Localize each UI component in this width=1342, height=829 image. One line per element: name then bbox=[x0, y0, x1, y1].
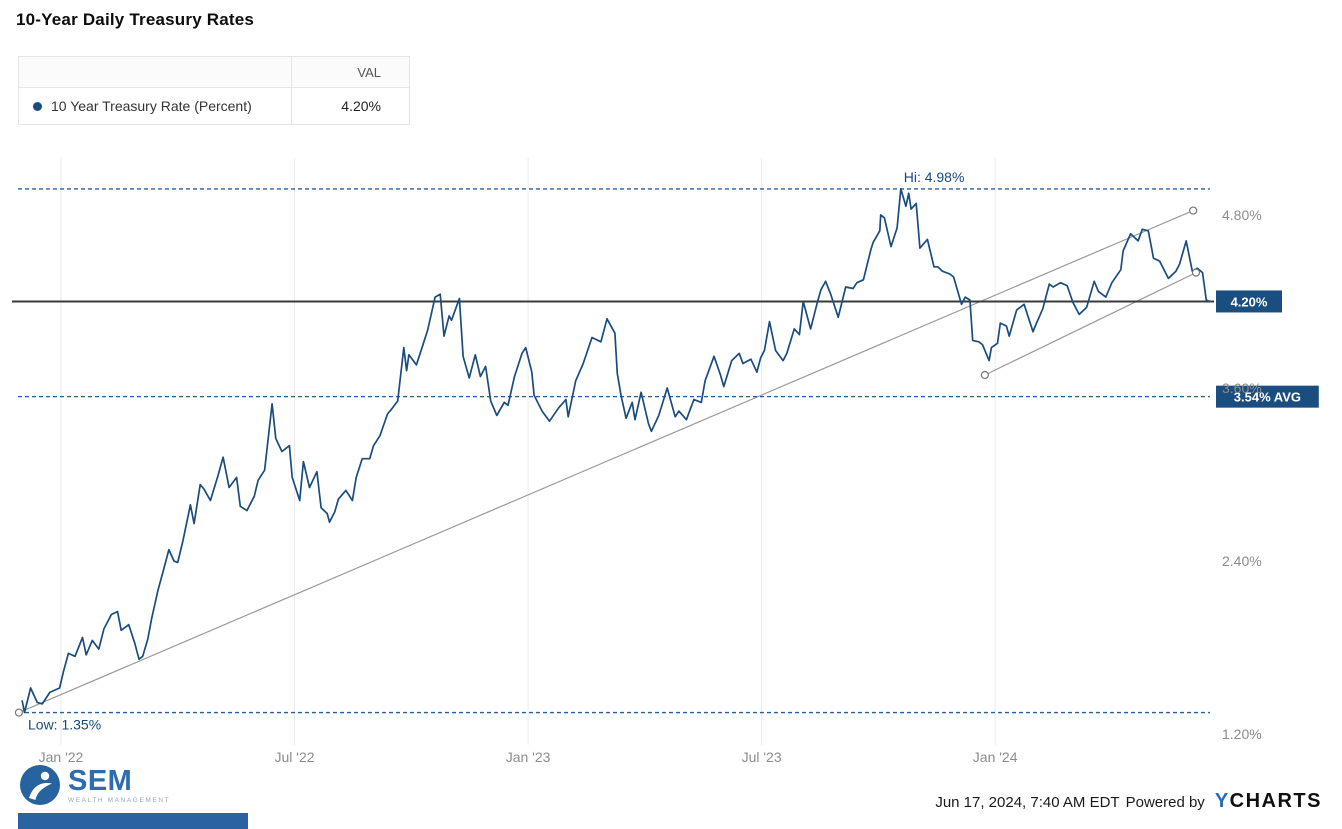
y-tick-label: 2.40% bbox=[1222, 553, 1262, 569]
trend-endpoint-marker bbox=[14, 708, 24, 717]
x-tick-label: Jan '23 bbox=[506, 749, 551, 765]
sem-name: SEM bbox=[68, 764, 133, 797]
ycharts-logo[interactable]: YCHARTS bbox=[1215, 790, 1322, 813]
ycharts-y-icon: Y bbox=[1214, 790, 1230, 812]
series-value: 4.20% bbox=[291, 88, 409, 124]
ycharts-wordmark: CHARTS bbox=[1229, 790, 1322, 812]
x-tick-label: Jul '22 bbox=[274, 749, 314, 765]
sem-wordmark: SEM WEALTH MANAGEMENT bbox=[68, 764, 171, 804]
avg-value-badge bbox=[1216, 385, 1319, 408]
trend-line bbox=[984, 272, 1197, 376]
trend-line bbox=[18, 210, 1194, 714]
footer-attribution: Jun 17, 2024, 7:40 AM EDT Powered by YCH… bbox=[935, 790, 1322, 813]
trend-endpoint-marker bbox=[980, 370, 989, 380]
y-tick-label: 4.80% bbox=[1222, 207, 1262, 223]
legend-box: VAL 10 Year Treasury Rate (Percent) 4.20… bbox=[18, 56, 410, 125]
footer-brand-bar bbox=[18, 813, 248, 829]
legend-col-val: VAL bbox=[291, 57, 409, 87]
legend-header-spacer bbox=[19, 57, 291, 87]
sem-brand: SEM WEALTH MANAGEMENT bbox=[20, 765, 170, 805]
last-value-badge-label: 4.20% bbox=[1231, 294, 1268, 309]
x-tick-label: Jan '22 bbox=[39, 749, 84, 765]
hi-label: Hi: 4.98% bbox=[904, 169, 965, 185]
sem-subtitle: WEALTH MANAGEMENT bbox=[68, 796, 171, 804]
treasury-rate-chart[interactable]: Hi: 4.98% Low: 1.35% 4.20% 3.54% AVG Jan '22… bbox=[0, 0, 1342, 772]
page-title: 10-Year Daily Treasury Rates bbox=[16, 10, 255, 29]
series-label: 10 Year Treasury Rate (Percent) bbox=[51, 98, 252, 114]
legend-header: VAL bbox=[19, 57, 409, 88]
y-tick-label: 1.20% bbox=[1222, 726, 1262, 742]
y-tick-label: 3.60% bbox=[1222, 380, 1262, 396]
timestamp: Jun 17, 2024, 7:40 AM EDT bbox=[935, 794, 1120, 811]
powered-by-label: Powered by bbox=[1125, 794, 1205, 811]
trend-endpoint-marker bbox=[1189, 206, 1198, 215]
x-tick-label: Jan '24 bbox=[973, 749, 1018, 765]
x-tick-label: Jul '23 bbox=[742, 749, 782, 765]
rate-line[interactable] bbox=[21, 188, 1211, 714]
avg-value-badge-label: 3.54% AVG bbox=[1234, 390, 1301, 405]
trend-endpoint-marker bbox=[1191, 268, 1201, 277]
series-dot-icon bbox=[33, 101, 42, 111]
low-label: Low: 1.35% bbox=[28, 717, 101, 733]
legend-row[interactable]: 10 Year Treasury Rate (Percent) 4.20% bbox=[19, 88, 409, 124]
sem-logo-icon bbox=[20, 765, 60, 805]
last-value-badge bbox=[1216, 290, 1282, 313]
legend-label-cell: 10 Year Treasury Rate (Percent) bbox=[19, 88, 291, 124]
